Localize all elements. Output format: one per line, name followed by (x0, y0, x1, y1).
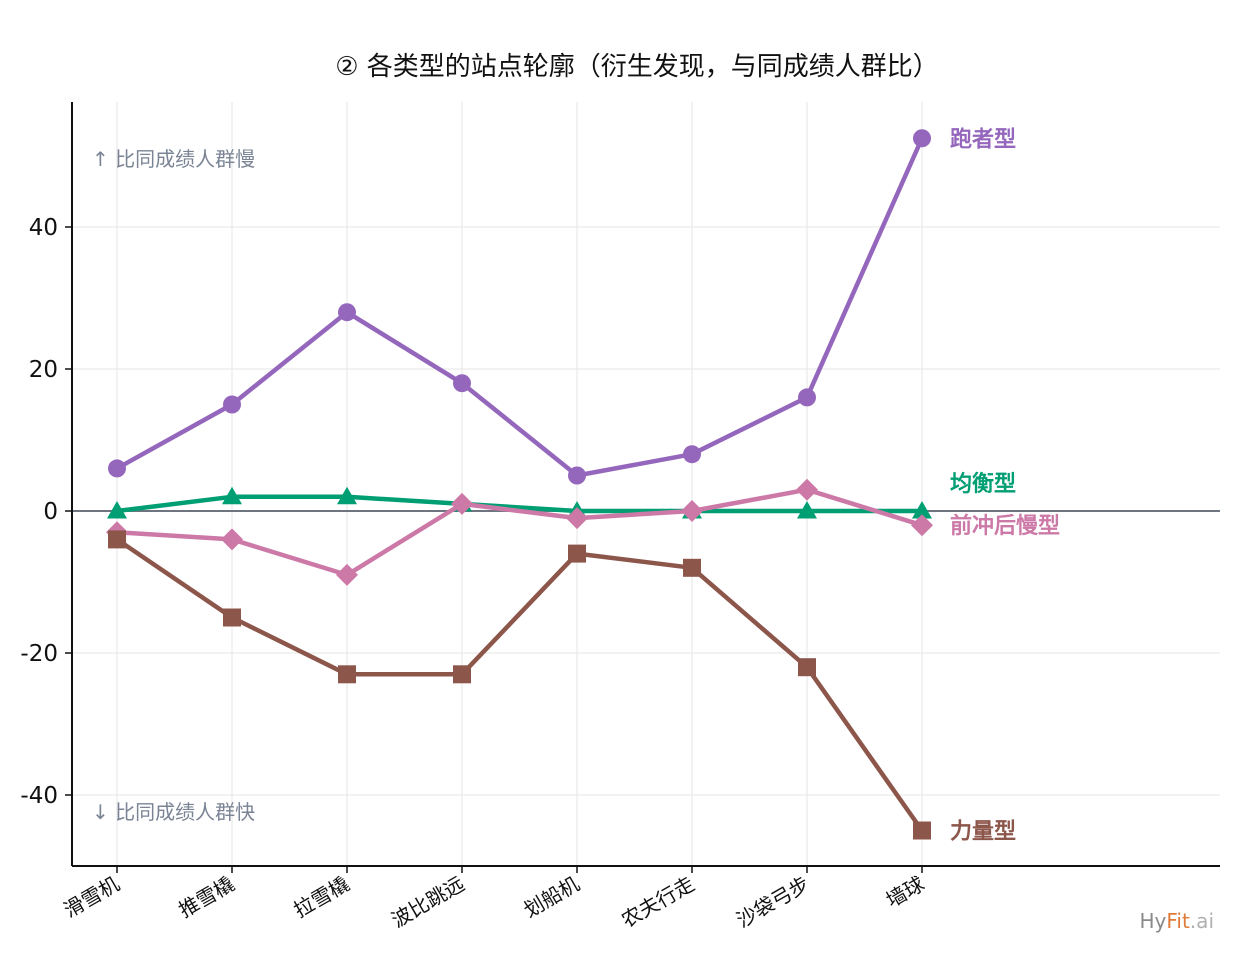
grid (72, 102, 1220, 866)
data-point (453, 665, 471, 684)
y-tick-label: 40 (29, 215, 58, 241)
series-label: 力量型 (950, 820, 1016, 845)
tick-labels: -40 -20 0 20 40 滑雪机 推雪橇 拉雪橇 波比跳远 划船机 农夫行走 沙袋弓步 墙球 (20, 215, 928, 932)
series-line (114, 537, 925, 833)
data-point (796, 478, 818, 501)
data-point (223, 608, 241, 627)
watermark-part-hy: Hy (1140, 909, 1167, 933)
data-point (911, 514, 933, 537)
data-point (336, 563, 358, 586)
data-point (222, 486, 242, 505)
data-point (913, 821, 931, 840)
series-label: 跑者型 (950, 127, 1016, 152)
data-point (798, 388, 816, 407)
y-tick-label: -20 (20, 641, 58, 667)
series-line (114, 136, 925, 478)
series-label: 均衡型 (950, 471, 1016, 497)
data-point (221, 528, 243, 551)
data-point (451, 492, 473, 515)
data-point (681, 500, 703, 522)
watermark-logo: HyFit.ai (1140, 909, 1215, 933)
data-point (683, 558, 701, 577)
annotation-faster: ↓ 比同成绩人群快 (92, 800, 255, 824)
y-tick-label: -40 (20, 783, 58, 809)
data-point (453, 374, 471, 393)
chart-title: ② 各类型的站点轮廓（衍生发现，与同成绩人群比） (335, 52, 939, 82)
data-point (913, 129, 931, 148)
data-point (912, 501, 932, 519)
data-point (568, 466, 586, 485)
series-line (114, 487, 925, 578)
x-tick-label: 波比跳远 (387, 872, 468, 933)
series-circle (108, 129, 931, 485)
data-point (223, 395, 241, 414)
series-line (114, 494, 925, 514)
x-tick-label: 推雪橇 (175, 872, 239, 923)
data-point (683, 445, 701, 464)
data-point (108, 459, 126, 478)
x-tick-label: 拉雪橇 (290, 872, 354, 923)
y-tick-label: 20 (29, 357, 58, 383)
data-point (337, 486, 357, 505)
series-diamond (106, 478, 933, 586)
annotation-slower: ↑ 比同成绩人群慢 (92, 147, 255, 171)
series (106, 129, 933, 840)
x-tick-label: 墙球 (882, 872, 929, 913)
data-point (568, 544, 586, 563)
data-point (797, 501, 817, 519)
x-tick-label: 沙袋弓步 (732, 872, 813, 933)
data-point (108, 530, 126, 549)
data-point (338, 665, 356, 684)
x-tick-label: 农夫行走 (617, 872, 698, 933)
data-point (338, 303, 356, 322)
x-tick-label: 滑雪机 (60, 872, 124, 923)
data-point (107, 501, 127, 519)
x-tick-label: 划船机 (520, 872, 584, 923)
y-tick-label: 0 (43, 499, 58, 525)
watermark-part-fit: Fit (1166, 909, 1190, 933)
watermark-part-ai: .ai (1190, 909, 1214, 933)
data-point (798, 658, 816, 677)
data-point (566, 507, 588, 530)
series-square (108, 530, 931, 840)
axes (71, 102, 1220, 867)
series-label: 前冲后慢型 (950, 513, 1060, 539)
